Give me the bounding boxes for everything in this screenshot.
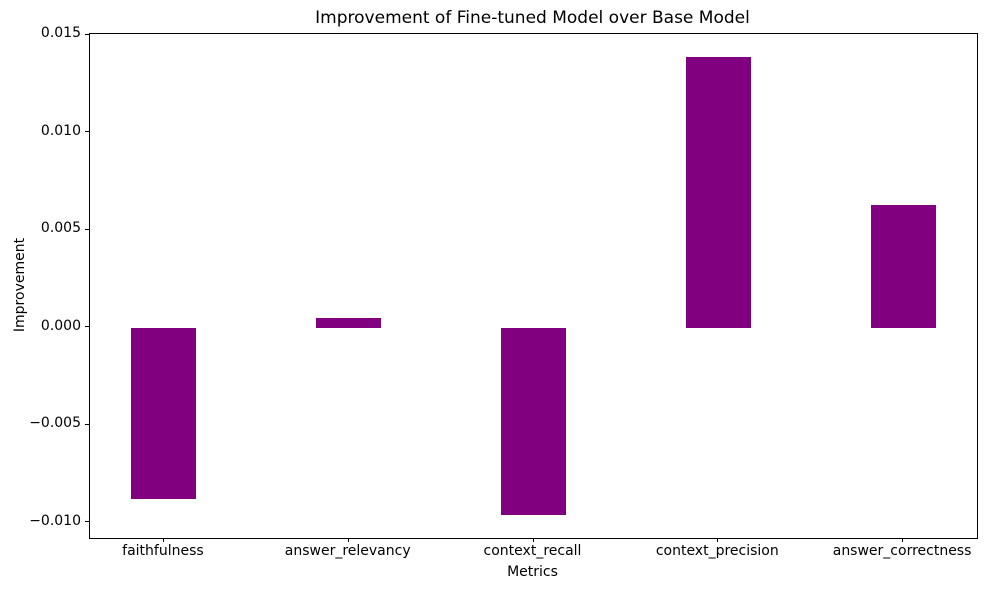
y-tick-label: 0.000 — [40, 317, 81, 334]
bar-answer_correctness — [870, 205, 936, 328]
x-tick-label-faithfulness: faithfulness — [122, 543, 204, 559]
y-tick-label: 0.005 — [40, 220, 81, 237]
y-tick-label: −0.010 — [29, 512, 81, 529]
plot-area — [89, 33, 978, 539]
x-tick-mark — [162, 538, 164, 542]
x-tick-label-context_recall: context_recall — [483, 543, 582, 559]
y-tick-label: −0.005 — [29, 415, 81, 432]
y-tick-label: 0.010 — [40, 122, 81, 139]
chart-title: Improvement of Fine-tuned Model over Bas… — [315, 8, 750, 28]
bar-context_recall — [501, 327, 566, 516]
y-axis-label-container: Improvement — [6, 33, 34, 537]
bar-faithfulness — [131, 327, 197, 500]
y-tick-mark — [85, 521, 89, 523]
y-tick-mark — [85, 33, 89, 35]
x-axis-label: Metrics — [507, 564, 558, 580]
x-tick-label-answer_correctness: answer_correctness — [832, 543, 972, 559]
y-tick-mark — [85, 326, 89, 328]
x-tick-mark — [532, 538, 534, 542]
y-tick-mark — [85, 423, 89, 425]
x-tick-mark — [717, 538, 719, 542]
x-tick-mark — [347, 538, 349, 542]
bar-context_precision — [685, 56, 751, 328]
bar-answer_relevancy — [316, 318, 382, 328]
y-tick-mark — [85, 131, 89, 133]
x-tick-label-answer_relevancy: answer_relevancy — [284, 543, 411, 559]
y-tick-mark — [85, 228, 89, 230]
x-tick-label-context_precision: context_precision — [655, 543, 779, 559]
y-tick-label: 0.015 — [40, 25, 81, 42]
x-tick-mark — [902, 538, 904, 542]
